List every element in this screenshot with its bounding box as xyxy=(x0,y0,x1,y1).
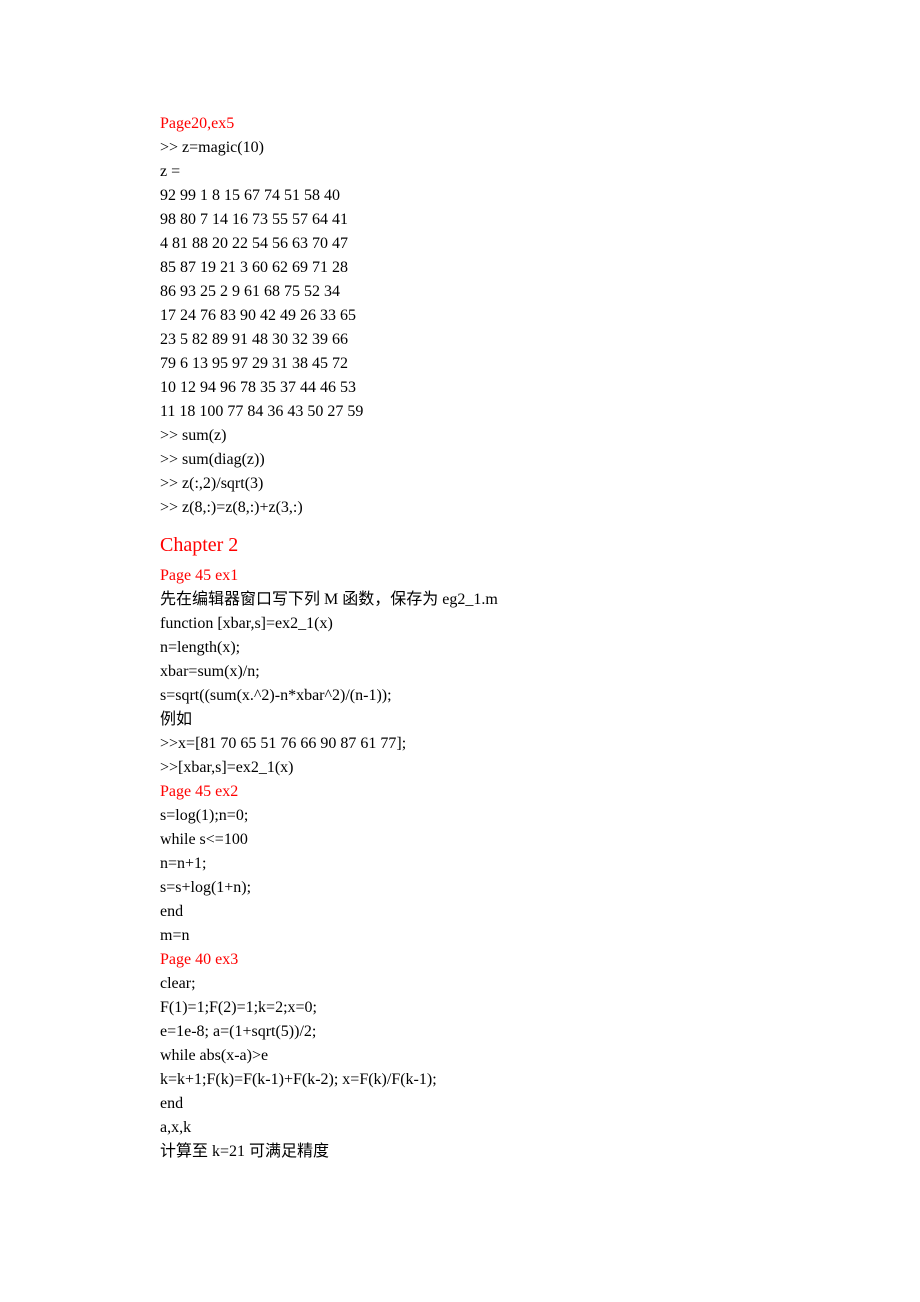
code-line: 98 80 7 14 16 73 55 57 64 41 xyxy=(160,208,760,232)
code-line: s=s+log(1+n); xyxy=(160,876,760,900)
section-heading: Chapter 2 xyxy=(160,530,760,560)
code-line: m=n xyxy=(160,924,760,948)
code-line: >> sum(z) xyxy=(160,424,760,448)
code-line: 17 24 76 83 90 42 49 26 33 65 xyxy=(160,304,760,328)
code-line: 92 99 1 8 15 67 74 51 58 40 xyxy=(160,184,760,208)
code-line: >>x=[81 70 65 51 76 66 90 87 61 77]; xyxy=(160,732,760,756)
document-page: Page20,ex5>> z=magic(10)z =92 99 1 8 15 … xyxy=(0,0,920,1224)
section-heading: Page 45 ex1 xyxy=(160,564,760,588)
code-line: 23 5 82 89 91 48 30 32 39 66 xyxy=(160,328,760,352)
code-line: F(1)=1;F(2)=1;k=2;x=0; xyxy=(160,996,760,1020)
section-heading: Page 45 ex2 xyxy=(160,780,760,804)
section-heading: Page 40 ex3 xyxy=(160,948,760,972)
code-line: k=k+1;F(k)=F(k-1)+F(k-2); x=F(k)/F(k-1); xyxy=(160,1068,760,1092)
code-line: s=log(1);n=0; xyxy=(160,804,760,828)
code-line: xbar=sum(x)/n; xyxy=(160,660,760,684)
section-heading: Page20,ex5 xyxy=(160,112,760,136)
code-line: 11 18 100 77 84 36 43 50 27 59 xyxy=(160,400,760,424)
code-line: function [xbar,s]=ex2_1(x) xyxy=(160,612,760,636)
code-line: e=1e-8; a=(1+sqrt(5))/2; xyxy=(160,1020,760,1044)
code-line: >> z=magic(10) xyxy=(160,136,760,160)
code-line: end xyxy=(160,900,760,924)
code-line: while s<=100 xyxy=(160,828,760,852)
code-line: 例如 xyxy=(160,708,760,732)
code-line: s=sqrt((sum(x.^2)-n*xbar^2)/(n-1)); xyxy=(160,684,760,708)
code-line: z = xyxy=(160,160,760,184)
code-line: 先在编辑器窗口写下列 M 函数，保存为 eg2_1.m xyxy=(160,588,760,612)
code-line: 79 6 13 95 97 29 31 38 45 72 xyxy=(160,352,760,376)
code-line: >>[xbar,s]=ex2_1(x) xyxy=(160,756,760,780)
code-line: clear; xyxy=(160,972,760,996)
code-line: 4 81 88 20 22 54 56 63 70 47 xyxy=(160,232,760,256)
code-line: >> z(8,:)=z(8,:)+z(3,:) xyxy=(160,496,760,520)
code-line: a,x,k xyxy=(160,1116,760,1140)
code-line: 10 12 94 96 78 35 37 44 46 53 xyxy=(160,376,760,400)
code-line: end xyxy=(160,1092,760,1116)
code-line: 计算至 k=21 可满足精度 xyxy=(160,1140,760,1164)
code-line: 85 87 19 21 3 60 62 69 71 28 xyxy=(160,256,760,280)
code-line: while abs(x-a)>e xyxy=(160,1044,760,1068)
code-line: >> z(:,2)/sqrt(3) xyxy=(160,472,760,496)
code-line: n=n+1; xyxy=(160,852,760,876)
code-line: 86 93 25 2 9 61 68 75 52 34 xyxy=(160,280,760,304)
code-line: >> sum(diag(z)) xyxy=(160,448,760,472)
code-line: n=length(x); xyxy=(160,636,760,660)
